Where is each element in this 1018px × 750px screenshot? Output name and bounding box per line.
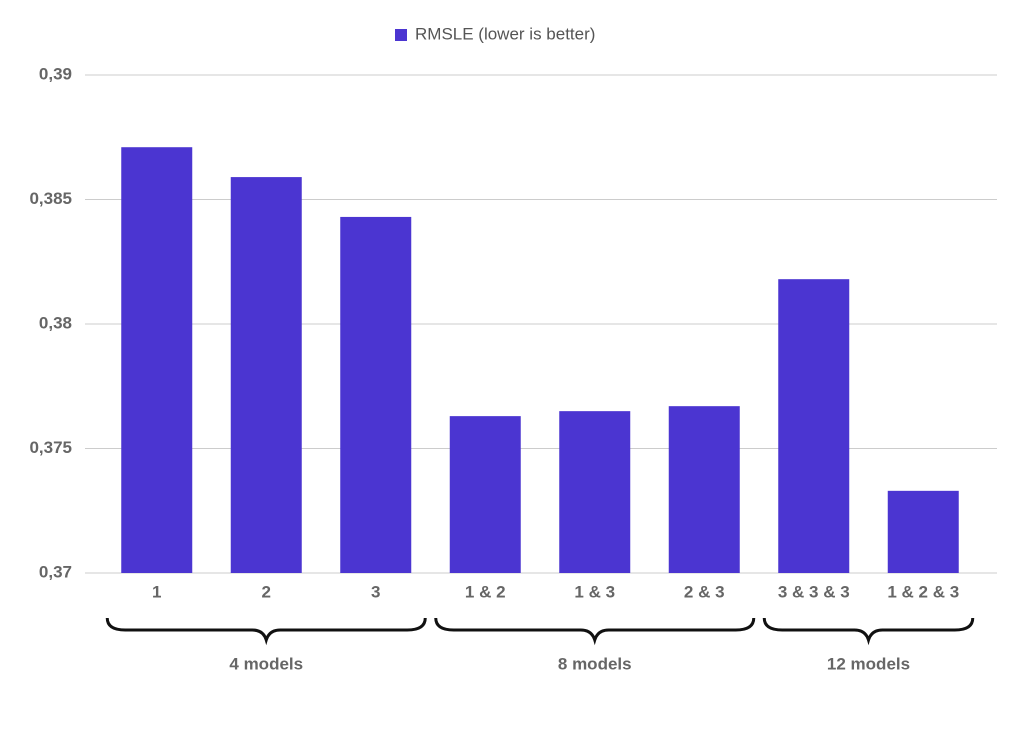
x-tick-label: 1 & 2 [465,582,506,601]
legend-label: RMSLE (lower is better) [415,24,595,43]
bar [559,411,631,573]
x-tick-label: 1 [152,582,161,601]
y-tick-label: 0,38 [39,313,72,332]
bar [121,147,193,573]
legend-swatch [395,29,407,41]
y-tick-label: 0,385 [29,189,72,208]
bar [230,177,302,573]
x-tick-label: 1 & 3 [574,582,615,601]
group-label: 8 models [558,654,632,673]
group-brace [105,617,427,646]
x-tick-label: 3 & 3 & 3 [778,582,850,601]
bar [340,216,412,573]
x-tick-label: 1 & 2 & 3 [887,582,959,601]
bar [887,490,959,573]
y-tick-label: 0,375 [29,438,72,457]
x-tick-label: 2 [262,582,271,601]
group-brace [434,617,756,646]
y-tick-label: 0,37 [39,562,72,581]
bar [449,416,521,573]
y-tick-label: 0,39 [39,64,72,83]
group-label: 4 models [229,654,303,673]
x-tick-label: 2 & 3 [684,582,725,601]
x-tick-label: 3 [371,582,380,601]
group-label: 12 models [827,654,910,673]
bar [668,406,740,573]
bar [778,279,850,573]
group-brace [762,617,975,646]
